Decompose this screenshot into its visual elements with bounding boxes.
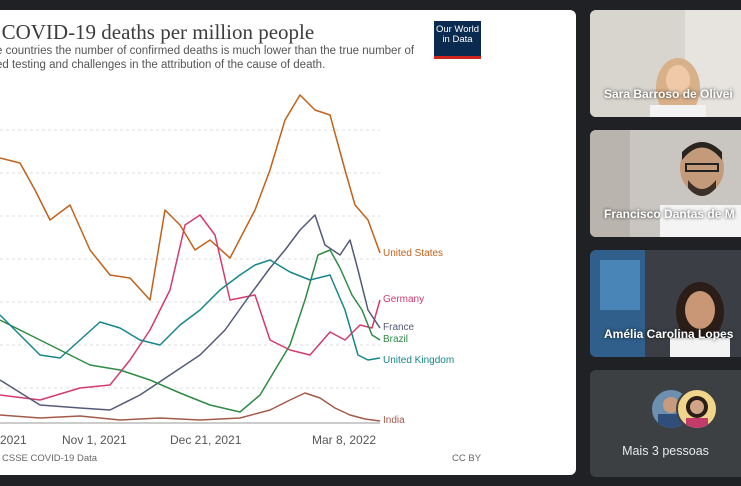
series-label-united-states: United States <box>383 248 443 259</box>
x-tick-label: Dec 21, 2021 <box>170 433 242 447</box>
logo-line2: in Data <box>442 34 473 45</box>
participant-video <box>590 130 741 237</box>
logo-bar <box>434 56 481 59</box>
series-label-india: India <box>383 415 405 426</box>
series-line-germany <box>0 214 381 401</box>
participant-tile-1[interactable]: Sara Barroso de Olivei <box>590 10 741 117</box>
series-line-united-states <box>0 94 381 301</box>
owid-logo: Our World in Data <box>434 21 481 59</box>
series-line-france <box>0 214 381 411</box>
x-tick-label: Nov 1, 2021 <box>62 433 127 447</box>
chart-grid <box>0 129 380 424</box>
x-tick-label: 2021 <box>0 433 27 447</box>
series-line-united-kingdom <box>0 259 381 361</box>
series-label-france: France <box>383 322 415 333</box>
participant-video <box>590 250 741 357</box>
participant-name: Amélia Carolina Lopes <box>604 327 734 341</box>
more-participants-label: Mais 3 pessoas <box>622 444 709 458</box>
chart-subtitle-line2: ed testing and challenges in the attribu… <box>0 59 326 71</box>
series-label-united-kingdom: United Kingdom <box>383 355 454 366</box>
participant-tile-3[interactable]: Amélia Carolina Lopes <box>590 250 741 357</box>
series-line-brazil <box>0 249 381 413</box>
shared-slide: ned COVID-19 deaths per million people e… <box>0 10 576 475</box>
avatar <box>676 388 718 430</box>
chart-title: ned COVID-19 deaths per million people <box>0 20 315 44</box>
more-participants-tile[interactable]: Mais 3 pessoas <box>590 370 741 477</box>
series-label-brazil: Brazil <box>383 334 408 345</box>
logo-line1: Our World <box>435 24 480 35</box>
chart-series <box>0 94 381 422</box>
chart-subtitle: e countries the number of confirmed deat… <box>0 44 414 72</box>
license-label: CC BY <box>452 453 482 464</box>
series-line-india <box>0 392 381 422</box>
participant-video <box>590 10 741 117</box>
x-axis-ticks: 2021 Nov 1, 2021 Dec 21, 2021 Mar 8, 2022 <box>0 433 376 447</box>
chart-subtitle-line1: e countries the number of confirmed deat… <box>0 45 415 57</box>
participant-name: Sara Barroso de Olivei <box>604 87 733 101</box>
participant-name: Francisco Dantas de M <box>604 207 735 221</box>
chart-source: CSSE COVID-19 Data <box>2 453 98 464</box>
x-tick-label: Mar 8, 2022 <box>312 433 376 447</box>
participant-tile-2[interactable]: Francisco Dantas de M <box>590 130 741 237</box>
series-label-germany: Germany <box>383 294 424 305</box>
